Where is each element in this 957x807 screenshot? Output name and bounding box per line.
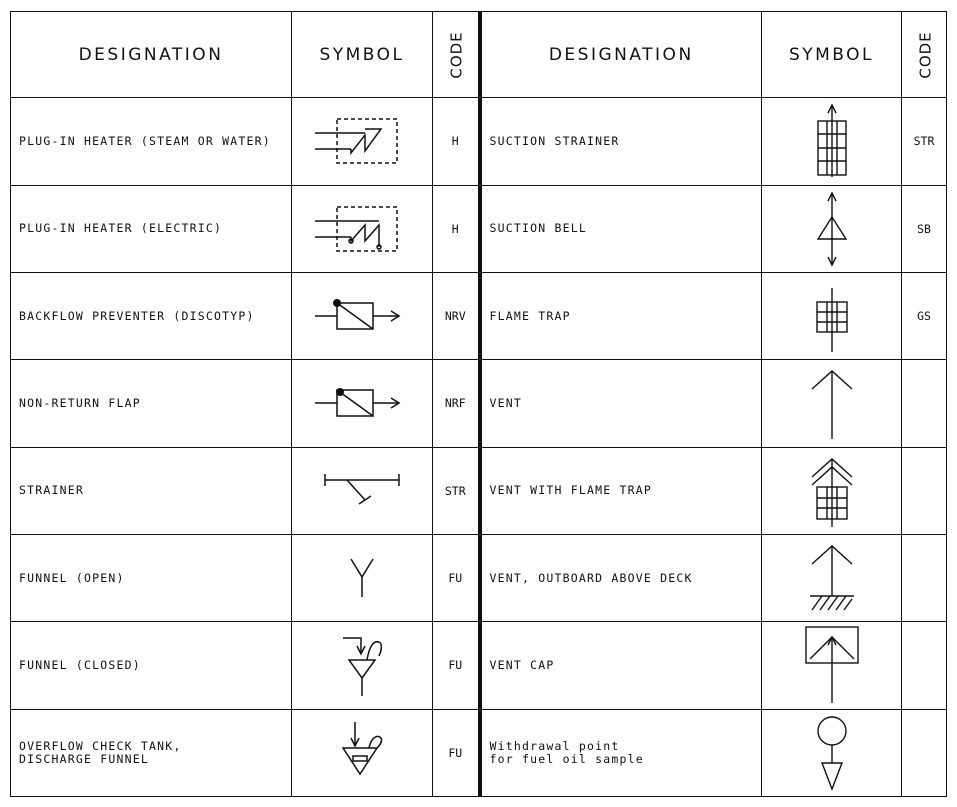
table-row: FUNNEL (OPEN) FU VENT, OUTBOARD ABOVE DE…: [10, 533, 947, 623]
designation-cell: FUNNEL (OPEN): [10, 533, 292, 623]
table-row: STRAINER STR VENT WITH FLAME TRAP: [10, 446, 947, 535]
designation-cell: STRAINER: [10, 446, 292, 535]
strainer-symbol: [291, 446, 433, 535]
symbol-header-right: SYMBOL: [761, 10, 902, 99]
code-header-left: CODE: [432, 10, 480, 99]
code-cell: STR: [432, 446, 480, 535]
symbol-legend-table: DESIGNATION SYMBOL CODE DESIGNATION SYMB…: [10, 10, 947, 798]
designation-cell: VENT, OUTBOARD ABOVE DECK: [477, 533, 762, 623]
designation-header-right: DESIGNATION: [477, 10, 762, 99]
code-cell: FU: [432, 621, 480, 710]
vent-cap-symbol: [761, 621, 902, 710]
designation-header-left: DESIGNATION: [10, 10, 292, 99]
designation-cell: PLUG-IN HEATER (ELECTRIC): [10, 184, 292, 273]
suction-bell-symbol: [761, 184, 902, 273]
plug-in-heater-electric-symbol: [291, 184, 433, 273]
code-header-right: CODE: [901, 10, 947, 99]
designation-cell: OVERFLOW CHECK TANK, DISCHARGE FUNNEL: [10, 708, 292, 798]
code-cell: GS: [901, 271, 947, 361]
table-row: PLUG-IN HEATER (ELECTRIC) H SUCTION BELL…: [10, 184, 947, 273]
table-row: FUNNEL (CLOSED) FU VENT CAP: [10, 621, 947, 710]
backflow-preventer-symbol: [291, 271, 433, 361]
designation-cell: VENT CAP: [477, 621, 762, 710]
designation-cell: FUNNEL (CLOSED): [10, 621, 292, 710]
vent-symbol: [761, 359, 902, 448]
flame-trap-symbol: [761, 271, 902, 361]
designation-cell: FLAME TRAP: [477, 271, 762, 361]
code-cell: NRV: [432, 271, 480, 361]
table-row: OVERFLOW CHECK TANK, DISCHARGE FUNNEL FU…: [10, 708, 947, 798]
table-row: PLUG-IN HEATER (STEAM OR WATER) H SUCTIO…: [10, 97, 947, 186]
code-cell: [901, 446, 947, 535]
code-cell: NRF: [432, 359, 480, 448]
header-row: DESIGNATION SYMBOL CODE DESIGNATION SYMB…: [10, 10, 947, 99]
suction-strainer-symbol: [761, 97, 902, 186]
designation-cell: PLUG-IN HEATER (STEAM OR WATER): [10, 97, 292, 186]
vent-outboard-symbol: [761, 533, 902, 623]
code-cell: H: [432, 184, 480, 273]
code-cell: H: [432, 97, 480, 186]
designation-cell: VENT WITH FLAME TRAP: [477, 446, 762, 535]
plug-in-heater-steam-symbol: [291, 97, 433, 186]
symbol-header-left: SYMBOL: [291, 10, 433, 99]
code-cell: [901, 621, 947, 710]
code-cell: [901, 708, 947, 798]
withdrawal-point-symbol: [761, 708, 902, 798]
funnel-closed-symbol: [291, 621, 433, 710]
code-cell: FU: [432, 708, 480, 798]
code-cell: FU: [432, 533, 480, 623]
designation-cell: SUCTION STRAINER: [477, 97, 762, 186]
table-row: NON-RETURN FLAP NRF VENT: [10, 359, 947, 448]
code-cell: STR: [901, 97, 947, 186]
code-cell: [901, 359, 947, 448]
designation-cell: Withdrawal point for fuel oil sample: [477, 708, 762, 798]
designation-cell: VENT: [477, 359, 762, 448]
designation-cell: BACKFLOW PREVENTER (DISCOTYP): [10, 271, 292, 361]
table-row: BACKFLOW PREVENTER (DISCOTYP) NRV FLAME …: [10, 271, 947, 361]
funnel-open-symbol: [291, 533, 433, 623]
code-cell: [901, 533, 947, 623]
non-return-flap-symbol: [291, 359, 433, 448]
designation-cell: SUCTION BELL: [477, 184, 762, 273]
designation-cell: NON-RETURN FLAP: [10, 359, 292, 448]
discharge-funnel-symbol: [291, 708, 433, 798]
vent-flame-trap-symbol: [761, 446, 902, 535]
symbol-legend-sheet: DESIGNATION SYMBOL CODE DESIGNATION SYMB…: [10, 10, 947, 798]
code-cell: SB: [901, 184, 947, 273]
